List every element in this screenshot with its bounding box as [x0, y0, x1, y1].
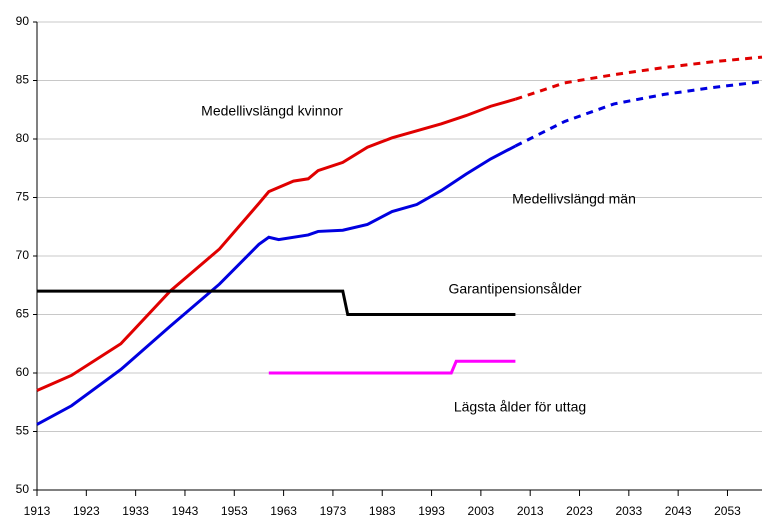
y-tick-label: 65 — [16, 307, 30, 321]
y-tick-label: 85 — [16, 73, 30, 87]
y-tick-label: 55 — [16, 424, 30, 438]
x-tick-label: 1943 — [172, 504, 199, 518]
series-label: Lägsta ålder för uttag — [454, 399, 586, 415]
x-tick-label: 1993 — [418, 504, 445, 518]
x-tick-label: 1963 — [270, 504, 297, 518]
x-tick-label: 2053 — [714, 504, 741, 518]
x-tick-label: 2033 — [615, 504, 642, 518]
y-tick-label: 75 — [16, 190, 30, 204]
y-tick-label: 90 — [16, 14, 30, 28]
series-label: Medellivslängd kvinnor — [201, 103, 343, 119]
x-tick-label: 2043 — [665, 504, 692, 518]
series-label: Medellivslängd män — [512, 191, 636, 207]
x-tick-label: 1973 — [320, 504, 347, 518]
x-tick-label: 1923 — [73, 504, 100, 518]
series-line — [36, 144, 517, 426]
y-tick-label: 80 — [16, 131, 30, 145]
x-tick-label: 1933 — [122, 504, 149, 518]
y-tick-label: 70 — [16, 248, 30, 262]
series-line — [36, 97, 516, 392]
x-tick-label: 1913 — [24, 504, 51, 518]
series-label: Garantipensionsålder — [448, 281, 581, 297]
series-line — [514, 80, 763, 148]
series-line — [37, 289, 516, 316]
series-line — [514, 55, 763, 101]
x-tick-label: 1953 — [221, 504, 248, 518]
x-tick-label: 2003 — [468, 504, 495, 518]
y-tick-label: 50 — [16, 482, 30, 496]
series-line — [268, 359, 516, 375]
y-tick-label: 60 — [16, 365, 30, 379]
x-tick-label: 2013 — [517, 504, 544, 518]
x-tick-label: 2023 — [566, 504, 593, 518]
x-tick-label: 1983 — [369, 504, 396, 518]
